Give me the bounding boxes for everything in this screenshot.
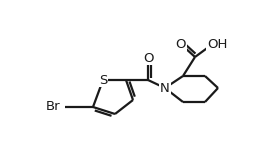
Text: N: N (160, 81, 170, 95)
Text: OH: OH (207, 38, 227, 50)
Text: Br: Br (46, 100, 60, 114)
Text: S: S (99, 74, 107, 86)
Text: O: O (143, 52, 153, 64)
Text: O: O (176, 38, 186, 50)
